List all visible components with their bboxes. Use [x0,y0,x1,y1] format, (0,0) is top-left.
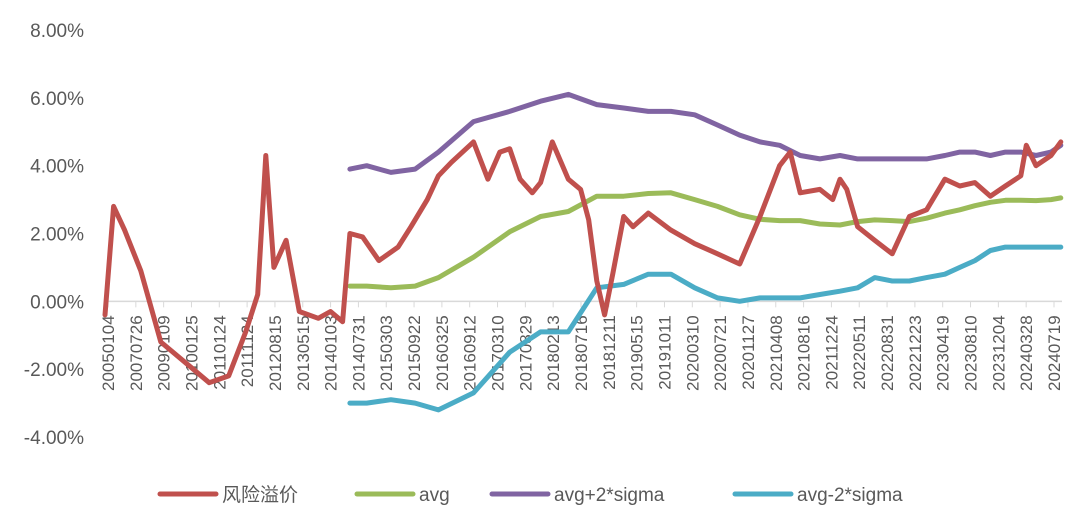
x-tick-label: 20210816 [795,315,814,391]
x-tick-label: 20201127 [739,315,758,389]
x-tick-label: 20160325 [433,315,452,391]
x-tick-label: 20120815 [266,315,285,391]
x-tick-label: 20211224 [822,315,841,389]
y-tick-label: 0.00% [30,292,84,313]
series-line-3 [347,244,1064,413]
x-tick-label: 20140103 [322,315,341,391]
x-tick-label: 20160912 [461,315,480,391]
x-tick-label: 20100125 [182,315,201,391]
legend: 风险溢价 avg avg+2*sigma avg-2*sigma [157,484,903,506]
y-tick-label: -2.00% [24,360,84,381]
y-axis: 8.00% 6.00% 4.00% 2.00% 0.00% -2.00% -4.00% [24,21,84,449]
x-tick-label: 20180213 [544,315,563,391]
x-tick-label: 20190515 [628,315,647,391]
x-tick-label: 20220831 [878,315,897,391]
x-tick-label: 20200721 [711,315,730,391]
x-tick-label: 20191011 [655,315,674,389]
x-tick-label: 20230419 [934,315,953,391]
x-tick-label: 20181211 [600,315,619,389]
x-tick-label: 20231204 [989,315,1008,391]
legend-label: avg-2*sigma [797,485,903,506]
x-tick-label: 20150303 [377,315,396,391]
series-line-0 [102,139,1064,386]
x-tick-label: 20130515 [294,315,313,391]
x-tick-label: 20170310 [489,315,508,391]
y-tick-label: 2.00% [30,225,84,246]
x-tick-label: 20240328 [1017,315,1036,391]
x-tick-label: 20240719 [1045,315,1064,391]
y-tick-label: -4.00% [24,428,84,449]
x-tick-label: 20110124 [210,315,229,389]
x-axis: 20050104 20070726 20090109 20100125 20110124… [99,301,1064,391]
x-tick-label: 20070726 [127,315,146,391]
x-tick-label: 20220511 [850,315,869,389]
legend-label: avg [419,485,450,506]
x-tick-label: 20230810 [962,315,981,391]
x-tick-label: 20180716 [572,315,591,391]
x-tick-label: 20200310 [683,315,702,391]
legend-label: avg+2*sigma [554,485,665,506]
y-tick-label: 4.00% [30,157,84,178]
x-tick-label: 20210408 [767,315,786,391]
series-line-2 [347,91,1064,175]
series-line-1 [347,190,1064,291]
x-tick-label: 20221223 [906,315,925,391]
x-tick-label: 20050104 [99,315,118,391]
x-tick-label: 20170829 [516,315,535,391]
x-tick-label: 20140731 [349,315,368,391]
y-tick-label: 6.00% [30,89,84,110]
legend-label: 风险溢价 [222,484,298,506]
y-tick-label: 8.00% [30,21,84,42]
x-tick-label: 20150922 [405,315,424,391]
series-layer [102,91,1064,413]
